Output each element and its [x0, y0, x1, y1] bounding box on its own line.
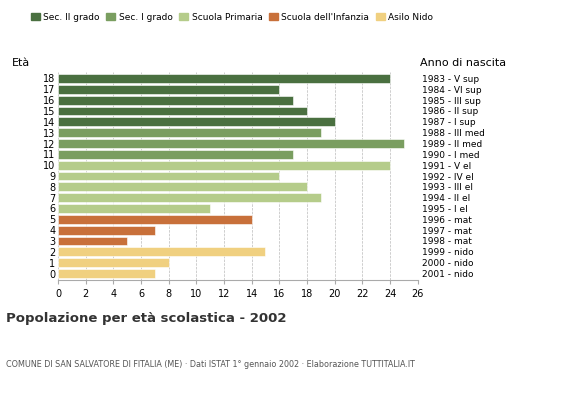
Bar: [58, 204, 210, 213]
Bar: [58, 172, 280, 180]
Bar: [58, 128, 321, 137]
Bar: [58, 269, 155, 278]
Text: Anno di nascita: Anno di nascita: [420, 58, 506, 68]
Bar: [58, 247, 266, 256]
Bar: [58, 226, 155, 235]
Text: COMUNE DI SAN SALVATORE DI FITALIA (ME) · Dati ISTAT 1° gennaio 2002 · Elaborazi: COMUNE DI SAN SALVATORE DI FITALIA (ME) …: [6, 360, 415, 369]
Bar: [58, 106, 307, 116]
Text: Età: Età: [12, 58, 30, 68]
Text: Popolazione per età scolastica - 2002: Popolazione per età scolastica - 2002: [6, 312, 287, 325]
Bar: [58, 182, 307, 191]
Bar: [58, 85, 280, 94]
Bar: [58, 258, 169, 267]
Bar: [58, 74, 390, 83]
Bar: [58, 96, 293, 105]
Bar: [58, 117, 335, 126]
Bar: [58, 161, 390, 170]
Bar: [58, 150, 293, 159]
Bar: [58, 215, 252, 224]
Legend: Sec. II grado, Sec. I grado, Scuola Primaria, Scuola dell'Infanzia, Asilo Nido: Sec. II grado, Sec. I grado, Scuola Prim…: [31, 12, 433, 22]
Bar: [58, 193, 321, 202]
Bar: [58, 139, 404, 148]
Bar: [58, 236, 127, 246]
